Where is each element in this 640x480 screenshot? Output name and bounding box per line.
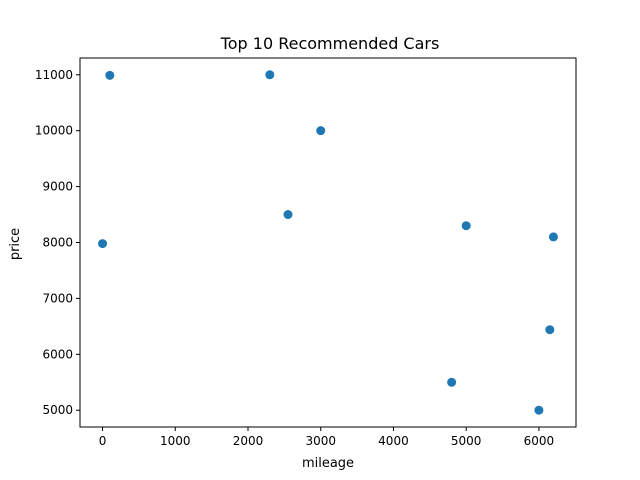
y-axis-ticks: 5000 6000 7000 8000 9000 10000 11000	[35, 68, 80, 417]
x-tick-label: 5000	[451, 434, 482, 448]
x-axis-label: mileage	[302, 456, 354, 471]
y-tick-label: 5000	[42, 403, 73, 417]
x-axis-ticks: 0 1000 2000 3000 4000 5000 6000	[99, 427, 554, 448]
x-tick-label: 4000	[378, 434, 409, 448]
scatter-point	[265, 70, 275, 80]
y-axis-label: price	[8, 228, 23, 260]
scatter-point	[548, 232, 558, 242]
data-points	[98, 70, 558, 415]
scatter-point	[545, 325, 555, 335]
y-tick-label: 7000	[42, 291, 73, 305]
scatter-point	[534, 405, 544, 415]
x-tick-label: 6000	[524, 434, 555, 448]
scatter-point	[98, 239, 108, 249]
x-tick-label: 2000	[233, 434, 264, 448]
x-tick-label: 0	[99, 434, 107, 448]
scatter-point	[447, 377, 457, 387]
x-tick-label: 1000	[160, 434, 191, 448]
scatter-point	[461, 221, 471, 231]
plot-area-frame	[79, 57, 577, 428]
x-tick-label: 3000	[305, 434, 336, 448]
y-tick-label: 8000	[42, 236, 73, 250]
y-tick-label: 6000	[42, 347, 73, 361]
y-tick-label: 9000	[42, 180, 73, 194]
scatter-point	[283, 210, 293, 220]
chart-title: Top 10 Recommended Cars	[220, 34, 440, 53]
scatter-point	[316, 126, 326, 136]
scatter-point	[105, 70, 115, 80]
y-tick-label: 11000	[35, 68, 73, 82]
y-tick-label: 10000	[35, 124, 73, 138]
